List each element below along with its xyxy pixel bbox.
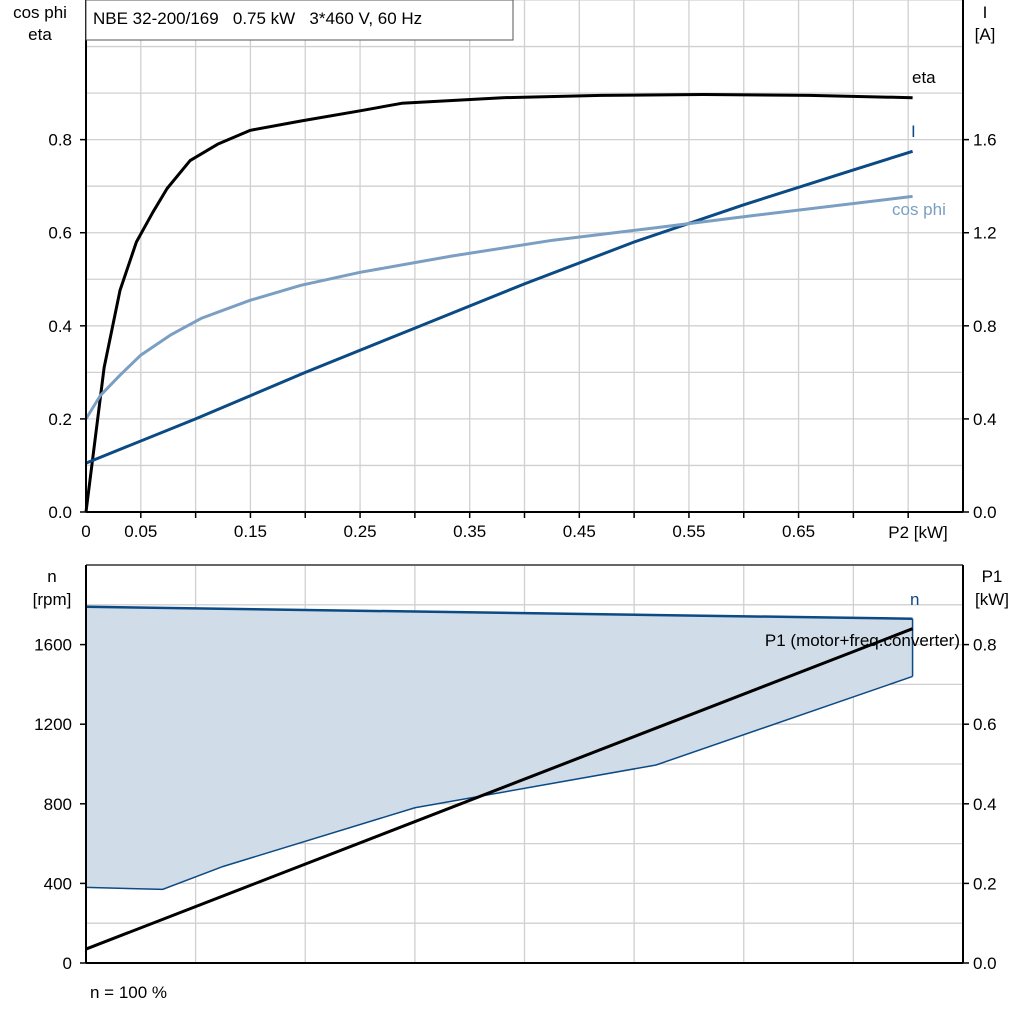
y-tick-label-left: 0.4 — [48, 317, 72, 336]
n-max-line — [85, 605, 913, 620]
y-tick-label-left: 0.2 — [48, 410, 72, 429]
x-tick-label: 0.05 — [124, 522, 157, 541]
x-axis-label: P2 [kW] — [888, 523, 948, 542]
n-tick-label: 400 — [44, 874, 72, 893]
speed-note: n = 100 % — [90, 983, 167, 1002]
legend-cos-phi: cos phi — [892, 200, 946, 219]
n-tick-label: 1600 — [34, 636, 72, 655]
x-tick-label: 0.35 — [453, 522, 486, 541]
x-tick-label: 0.55 — [672, 522, 705, 541]
x-tick-label: 0.45 — [563, 522, 596, 541]
legend-eta: eta — [912, 68, 936, 87]
y-tick-label-right: 1.2 — [973, 224, 997, 243]
y-tick-label-left: 0.0 — [48, 503, 72, 522]
legend-P1: P1 (motor+freq.converter) — [765, 631, 960, 650]
P1-tick-label: 0.4 — [973, 795, 997, 814]
y-tick-label-left: 0.6 — [48, 224, 72, 243]
bottom-right-axis-label-2: [kW] — [975, 590, 1009, 609]
y-tick-label-left: 0.8 — [48, 131, 72, 150]
y-tick-label-right: 1.6 — [973, 131, 997, 150]
n-min-line — [85, 675, 913, 891]
legend-n: n — [910, 590, 919, 609]
top-right-axis-label-2: [A] — [975, 25, 996, 44]
bottom-left-axis-label-2: [rpm] — [33, 590, 72, 609]
P1-tick-label: 0.2 — [973, 874, 997, 893]
series-line-eta — [84, 93, 913, 513]
bottom-right-axis-label-1: P1 — [982, 567, 1003, 586]
n-tick-label: 800 — [44, 795, 72, 814]
x-tick-label: 0.15 — [234, 522, 267, 541]
top-right-axis-label-1: I — [983, 3, 988, 22]
bottom-left-axis-label-1: n — [47, 567, 56, 586]
series-line-cos-phi — [84, 194, 913, 420]
x-tick-label: 0.65 — [782, 522, 815, 541]
chart-marks — [84, 93, 914, 951]
P1-tick-label: 0.6 — [973, 715, 997, 734]
n-tick-label: 0 — [63, 954, 72, 973]
P1-tick-label: 0.8 — [973, 636, 997, 655]
y-tick-label-right: 0.8 — [973, 317, 997, 336]
x-tick-label: 0.25 — [344, 522, 377, 541]
axes: 0 0.05 0.15 0.25 0.35 0.45 0.55 0.65 0.0 0.2 0.4 0.… — [34, 0, 997, 973]
y-tick-label-right: 0.4 — [973, 410, 997, 429]
top-left-axis-label-2: eta — [28, 25, 52, 44]
x-tick-label: 0 — [81, 522, 90, 541]
top-left-axis-label-1: cos phi — [13, 3, 67, 22]
top-chart-grid — [86, 0, 963, 512]
n-range-area — [86, 606, 913, 890]
y-tick-label-right: 0.0 — [973, 503, 997, 522]
P1-tick-label: 0.0 — [973, 954, 997, 973]
legend-I: I — [911, 122, 916, 141]
series-line-I — [85, 149, 914, 465]
title-box — [85, 0, 514, 41]
n-tick-label: 1200 — [34, 715, 72, 734]
P1-line — [85, 627, 914, 951]
chart-title: NBE 32-200/169 0.75 kW 3*460 V, 60 Hz — [93, 9, 422, 28]
